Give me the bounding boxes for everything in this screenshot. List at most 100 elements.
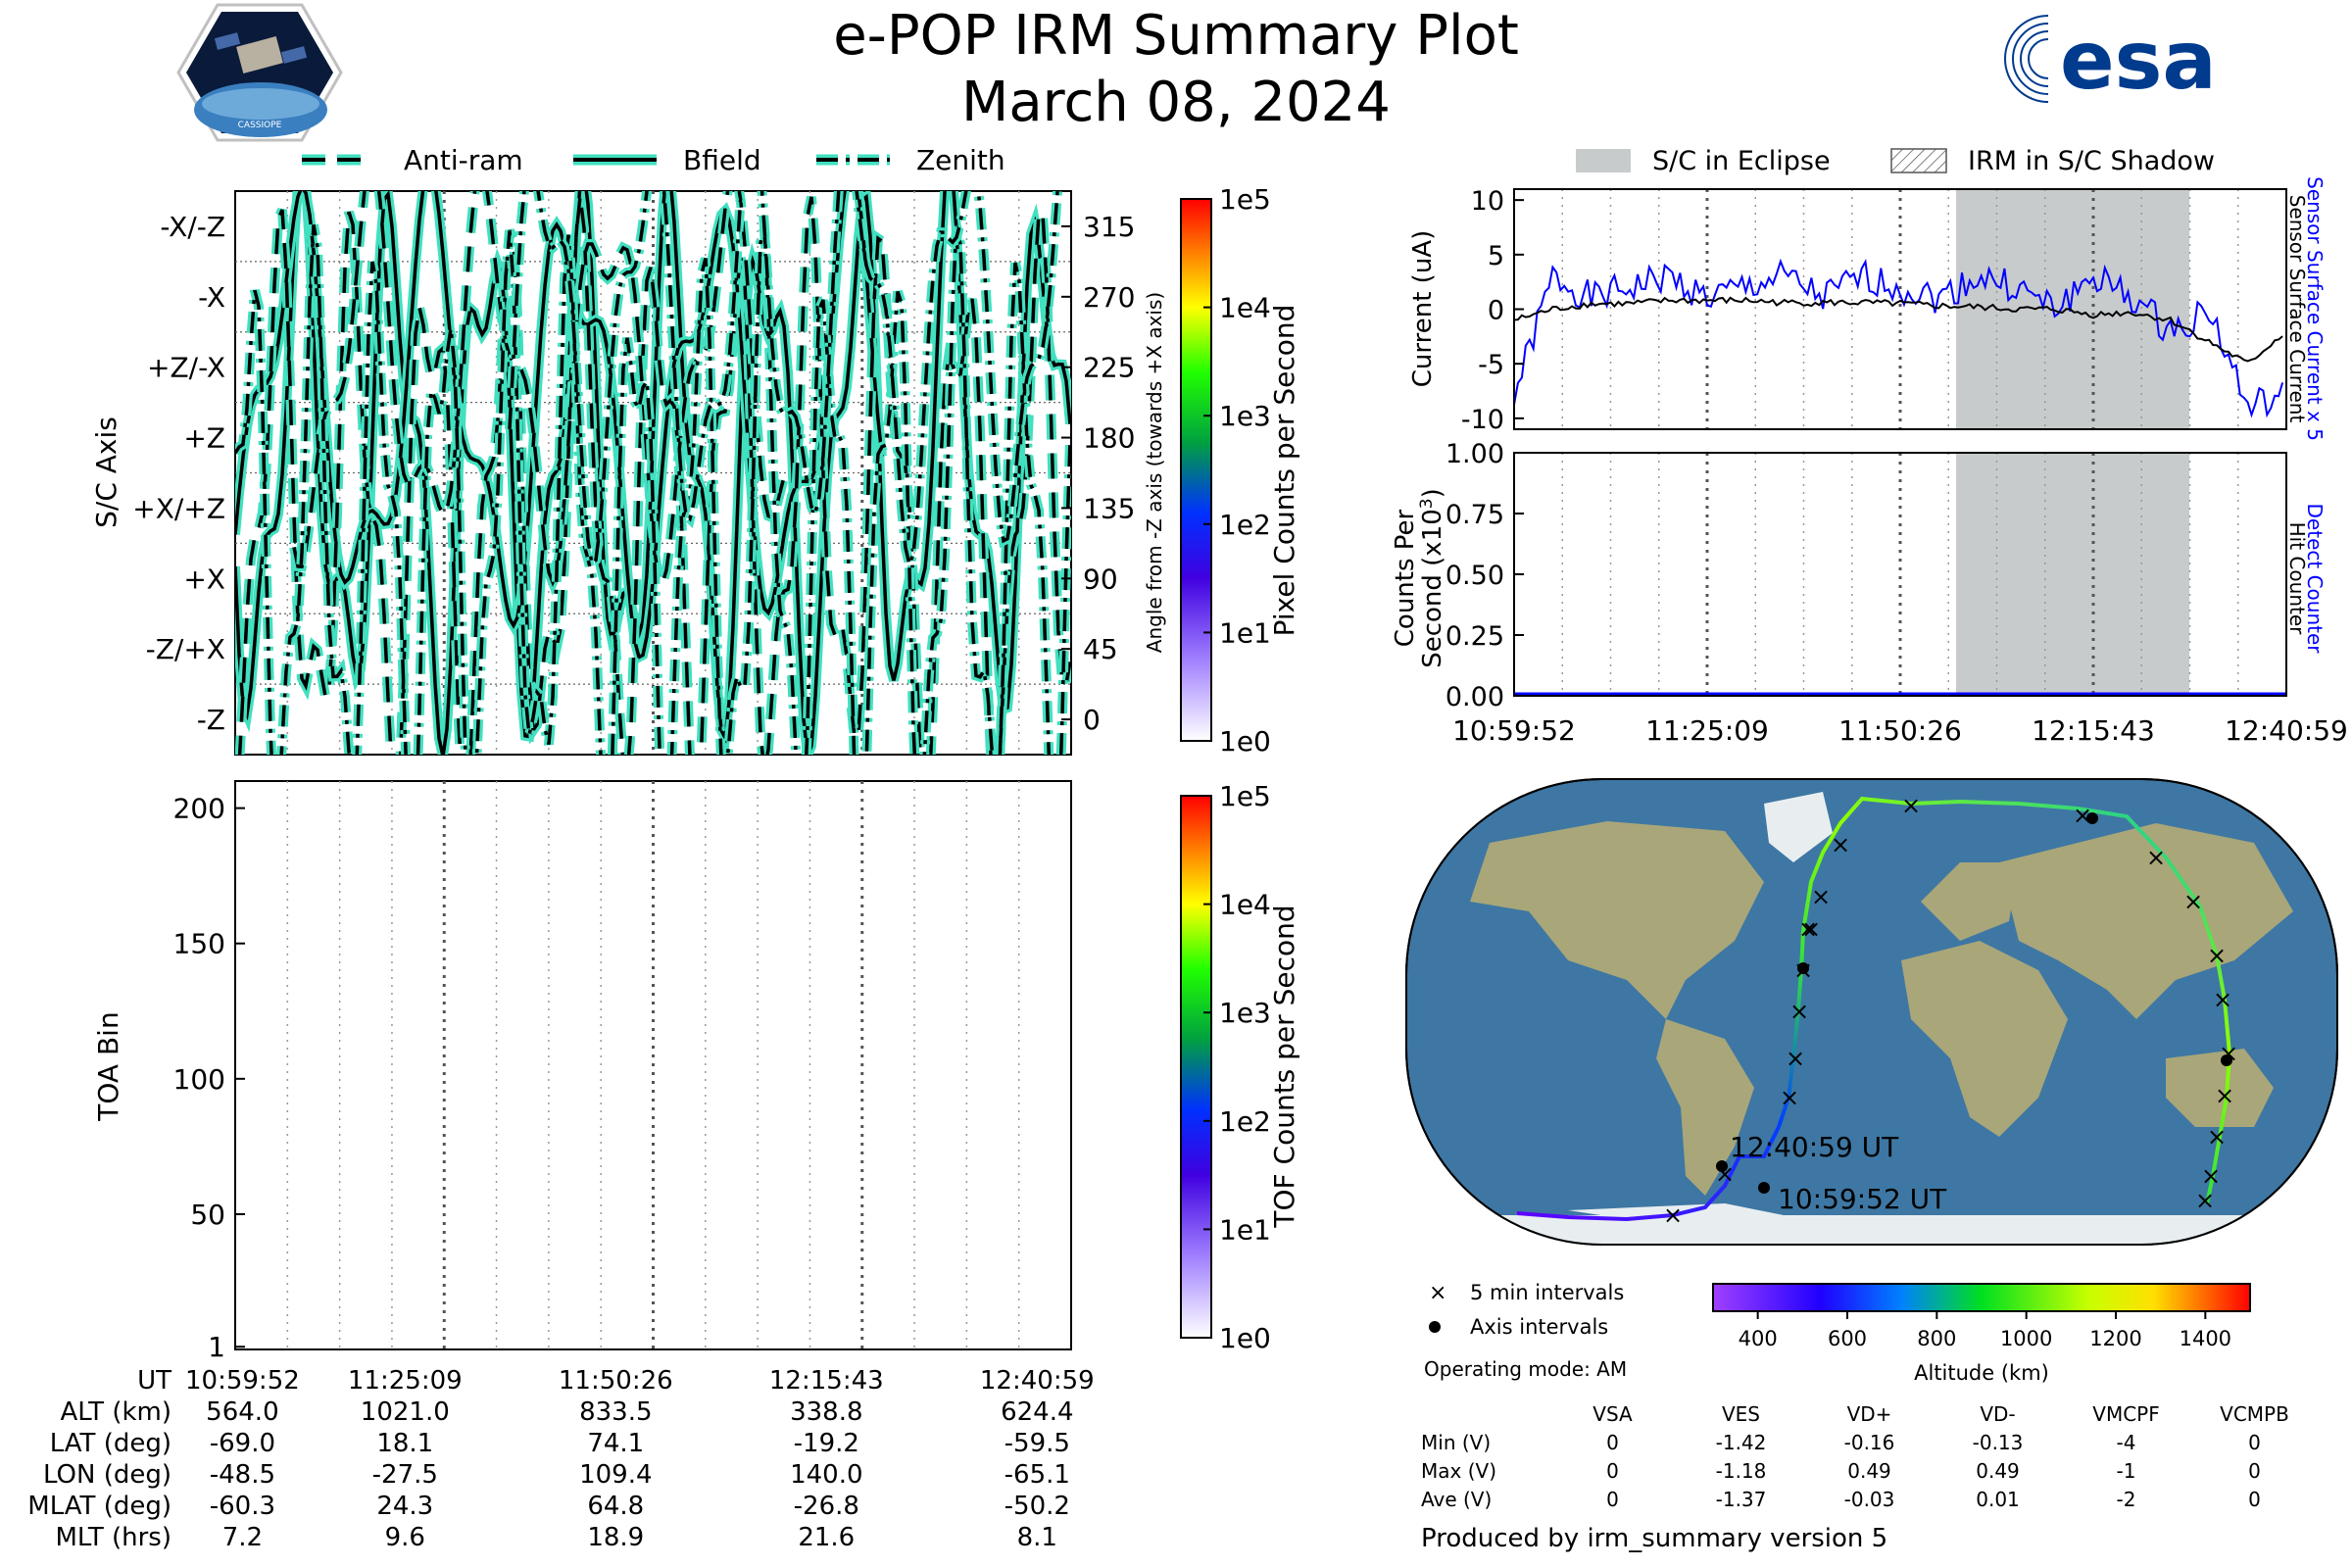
counts-yticks: 1.00 0.75 0.50 0.25 0.00	[1446, 439, 1524, 712]
param-value: 24.3	[376, 1492, 434, 1521]
pixel-colorbar	[1180, 198, 1212, 742]
axis-marker	[1797, 962, 1809, 974]
legend-zenith: Zenith	[916, 144, 1005, 176]
axis-marker	[1758, 1182, 1770, 1194]
cross-marker-icon: ×	[1801, 915, 1821, 943]
mission-logo-text: CASSIOPE	[238, 121, 282, 130]
attitude-trace	[508, 191, 1059, 571]
voltage-value: -1.37	[1715, 1487, 1767, 1511]
attitude-angle-tick: 180	[1083, 422, 1135, 455]
orbit-parameter-table: UT 10:59:52 11:25:09 11:50:26 12:15:43 12:40:…	[24, 1365, 1143, 1553]
colorbar-tick-label: 1e2	[1219, 1105, 1271, 1138]
colorbar-tick-label: 1e0	[1219, 725, 1271, 758]
counts-right-label-black: Hit Counter	[2285, 522, 2309, 635]
cross-marker-icon: ×	[2073, 802, 2092, 829]
pixel-colorbar-label: Pixel Counts per Second	[1268, 305, 1300, 637]
voltage-value: -1	[2116, 1458, 2136, 1483]
param-label: MLT (hrs)	[55, 1523, 172, 1552]
attitude-traces	[235, 191, 1071, 755]
param-value: 12:15:43	[768, 1366, 884, 1396]
attitude-angle-tick: 225	[1083, 352, 1135, 384]
attitude-axis-label: +X	[183, 563, 225, 595]
colorbar-tick-label: 1e5	[1219, 780, 1271, 812]
axis-marker	[2221, 1054, 2232, 1066]
colorbar-tick-label: 1e0	[1219, 1322, 1271, 1354]
attitude-angle-tick: 0	[1083, 704, 1101, 736]
counts-ytick-label: 0.00	[1446, 682, 1504, 712]
param-value: -19.2	[793, 1429, 859, 1458]
param-value: -65.1	[1004, 1460, 1070, 1490]
voltage-value: -0.16	[1843, 1430, 1895, 1454]
voltage-value: 0.49	[1976, 1458, 2020, 1483]
counts-xtick-label: 12:40:59	[2225, 714, 2348, 747]
voltage-row: Max (V) 0 -1.18 0.49 0.49 -1 0	[1421, 1456, 2319, 1485]
pixel-colorbar-ticks: 1e5 1e4 1e3 1e2 1e1 1e0	[1203, 183, 1271, 758]
counts-xtick-label: 11:25:09	[1645, 714, 1769, 747]
voltage-row-label: Ave (V)	[1421, 1487, 1493, 1511]
colorbar-tick-label: 1e2	[1219, 509, 1271, 541]
voltage-row-label: Min (V)	[1421, 1430, 1492, 1454]
legend-shadow: IRM in S/C Shadow	[1968, 146, 2215, 176]
counts-right-label-blue: Detect Counter	[2303, 504, 2327, 655]
voltage-value: -1.18	[1715, 1458, 1767, 1483]
current-yticks: 10 5 0 -5 -10	[1461, 186, 1524, 435]
cross-marker-icon: ×	[1429, 1281, 1446, 1305]
current-grid	[1561, 189, 2239, 429]
altitude-tick-label: 1400	[2180, 1327, 2231, 1350]
voltage-header: VD-	[1980, 1401, 2016, 1426]
param-value: 12:40:59	[979, 1366, 1095, 1396]
attitude-trace	[235, 224, 1071, 755]
tof-grid	[286, 781, 1020, 1349]
param-row: ALT (km) 564.0 1021.0 833.5 338.8 624.4	[24, 1396, 1143, 1428]
current-ytick-label: 5	[1488, 241, 1504, 271]
param-label: LON (deg)	[42, 1460, 172, 1490]
cross-marker-icon: ×	[2183, 888, 2203, 915]
param-value: 74.1	[587, 1429, 645, 1458]
tof-ytick-label: 150	[173, 928, 225, 960]
current-ytick-label: 0	[1488, 296, 1504, 326]
current-ytick-label: 10	[1471, 186, 1504, 217]
tof-ytick-label: 100	[173, 1063, 225, 1096]
colorbar-tick-label: 1e4	[1219, 292, 1271, 324]
eclipse-region	[1956, 453, 2189, 696]
counts-ytick-label: 0.75	[1446, 500, 1504, 530]
esa-logo: esa	[1989, 10, 2283, 112]
voltage-row-label: Max (V)	[1421, 1458, 1496, 1483]
tof-colorbar-ticks: 1e5 1e4 1e3 1e2 1e1 1e0	[1203, 780, 1271, 1354]
voltage-value: 0	[2248, 1430, 2261, 1454]
current-ytick-label: -5	[1478, 350, 1504, 380]
attitude-angle-tick: 270	[1083, 281, 1135, 314]
voltage-row: Min (V) 0 -1.42 -0.16 -0.13 -4 0	[1421, 1428, 2319, 1456]
voltage-table: VSA VES VD+ VD- VMCPF VCMPB Min (V) 0 -1.42 -0.1…	[1421, 1399, 2319, 1513]
param-value: 564.0	[206, 1397, 279, 1427]
legend-bfield: Bfield	[683, 144, 761, 176]
param-value: 11:25:09	[347, 1366, 463, 1396]
altitude-colorbar	[1712, 1283, 2251, 1312]
param-label: ALT (km)	[60, 1397, 172, 1427]
param-row: LON (deg) -48.5 -27.5 109.4 140.0 -65.1	[24, 1459, 1143, 1491]
counts-xtick-label: 12:15:43	[2032, 714, 2155, 747]
voltage-header: VSA	[1592, 1401, 1633, 1426]
orbit-track: ×××××××××××××××××××××	[1516, 792, 2238, 1229]
voltage-header: VMCPF	[2092, 1401, 2160, 1426]
map-start-label: 10:59:52 UT	[1778, 1183, 1947, 1215]
attitude-angle-tick: 90	[1083, 563, 1118, 595]
attitude-axis-label: -Z/+X	[146, 633, 225, 665]
attitude-angle-tick: 135	[1083, 492, 1135, 524]
param-value: 624.4	[1001, 1397, 1074, 1427]
counts-eclipse-shading	[1956, 453, 2189, 696]
param-value: 64.8	[587, 1492, 645, 1521]
attitude-right-label: Angle from -Z axis (towards +X axis)	[1143, 292, 1166, 653]
voltage-value: -0.13	[1972, 1430, 2024, 1454]
cross-marker-icon: ×	[1831, 831, 1850, 858]
param-value: 7.2	[221, 1523, 264, 1552]
cross-marker-icon: ×	[2146, 844, 2166, 871]
param-value: -60.3	[209, 1492, 276, 1521]
counts-xtick-label: 10:59:52	[1452, 714, 1576, 747]
attitude-trace	[237, 195, 1071, 755]
map-legend-5min: 5 min intervals	[1470, 1281, 1624, 1304]
param-row: MLT (hrs) 7.2 9.6 18.9 21.6 8.1	[24, 1522, 1143, 1553]
operating-mode: Operating mode: AM	[1424, 1357, 1628, 1381]
tof-ytick-label: 1	[208, 1331, 225, 1363]
voltage-value: 0	[1606, 1458, 1619, 1483]
